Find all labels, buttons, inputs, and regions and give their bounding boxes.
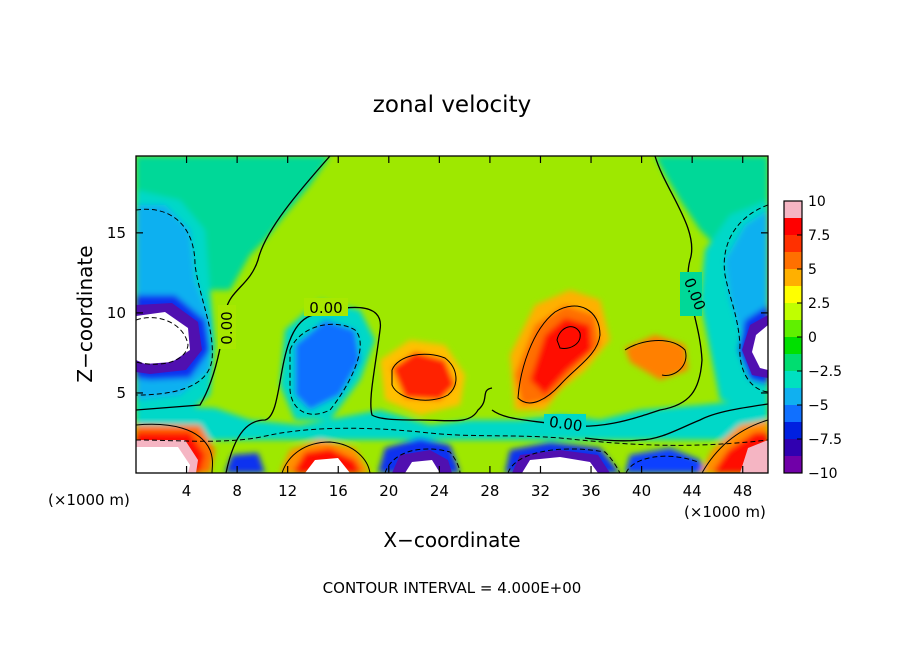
colorbar-swatch bbox=[784, 354, 802, 372]
colorbar: 10 7.5 5 2.5 0 −2.5 −5 −7.5 −10 bbox=[783, 194, 842, 482]
colorbar-swatch bbox=[784, 269, 802, 287]
contour-warm-right-core bbox=[556, 326, 581, 349]
chart-title: zonal velocity bbox=[373, 92, 531, 118]
field-warm-right-red bbox=[530, 318, 592, 395]
colorbar-swatch bbox=[784, 218, 802, 236]
y-tick-label: 15 bbox=[107, 224, 126, 242]
contour-label-bg-3 bbox=[544, 414, 586, 431]
x-tick-label: 24 bbox=[430, 482, 449, 500]
colorbar-swatch bbox=[784, 439, 802, 457]
field-right-blue bbox=[725, 210, 768, 340]
contour-bottom-mid bbox=[281, 441, 371, 473]
y-axis-ticks: 5 10 15 bbox=[107, 224, 768, 402]
velocity-field bbox=[136, 156, 768, 473]
y-tick-label: 5 bbox=[116, 384, 126, 402]
x-axis-label: X−coordinate bbox=[383, 528, 520, 552]
field-bottom-blue-3 bbox=[625, 448, 705, 473]
x-tick-label: 32 bbox=[531, 482, 550, 500]
contour-label-1: 0.00 bbox=[309, 299, 342, 317]
colorbar-tick-label: −5 bbox=[808, 398, 829, 414]
field-top-band bbox=[136, 156, 330, 290]
contour-neg-right bbox=[723, 204, 768, 393]
core-bottom-white-1 bbox=[405, 460, 440, 473]
x-tick-label: 40 bbox=[632, 482, 651, 500]
contour-zero-lower-right bbox=[584, 403, 768, 442]
contour-warm-small bbox=[624, 340, 687, 376]
contour-bottom-left bbox=[136, 423, 213, 473]
x-tick-label: 36 bbox=[581, 482, 600, 500]
contour-warm-right bbox=[517, 305, 601, 404]
x-tick-label: 4 bbox=[182, 482, 192, 500]
contour-zero-center bbox=[225, 306, 493, 473]
contour-interval-label: CONTOUR INTERVAL = 4.000E+00 bbox=[323, 579, 582, 597]
contour-label-bg-2 bbox=[218, 305, 236, 349]
colorbar-swatch bbox=[784, 303, 802, 321]
contour-label-3: 0.00 bbox=[548, 413, 584, 435]
contour-neg-lower bbox=[136, 427, 768, 446]
colorbar-tick-label: 2.5 bbox=[808, 296, 830, 312]
colorbar-tick-label: −7.5 bbox=[808, 432, 842, 448]
x-tick-label: 16 bbox=[329, 482, 348, 500]
colorbar-swatch bbox=[784, 456, 802, 474]
core-right-white bbox=[752, 325, 768, 370]
contour-label-bg-1 bbox=[304, 298, 348, 316]
y-tick-label: 10 bbox=[107, 304, 126, 322]
x-units-right: (×1000 m) bbox=[684, 503, 766, 521]
field-lower-cyan-band bbox=[136, 398, 768, 440]
negative-contours bbox=[136, 204, 768, 473]
colorbar-swatch bbox=[784, 201, 802, 219]
field-warm-small-right bbox=[625, 335, 688, 380]
contour-label-bg-4 bbox=[680, 272, 702, 316]
x-tick-label: 48 bbox=[733, 482, 752, 500]
core-left-white bbox=[136, 312, 190, 364]
colorbar-swatch bbox=[784, 320, 802, 338]
colorbar-swatch bbox=[784, 405, 802, 423]
contour-neg-bottom-3 bbox=[625, 455, 699, 473]
plot-frame bbox=[135, 155, 769, 474]
contour-warm-left bbox=[391, 353, 457, 401]
colorbar-tick-label: 0 bbox=[808, 330, 817, 346]
plot-area: 0.00 0.00 0.00 0.00 bbox=[136, 156, 768, 473]
field-middle-blue bbox=[295, 320, 360, 410]
x-tick-label: 44 bbox=[683, 482, 702, 500]
y-axis-label: Z−coordinate bbox=[73, 245, 97, 382]
colorbar-swatch bbox=[784, 337, 802, 355]
colorbar-swatch bbox=[784, 252, 802, 270]
colorbar-tick-label: 10 bbox=[808, 194, 826, 210]
contour-neg-left-core bbox=[136, 317, 189, 365]
colorbar-swatch bbox=[784, 422, 802, 440]
field-warm-left-red bbox=[392, 352, 455, 400]
x-axis-ticks: 4 8 12 16 20 24 28 32 36 40 44 48 bbox=[182, 156, 752, 500]
field-bottom-blue-4 bbox=[225, 453, 265, 473]
colorbar-tick-label: −2.5 bbox=[808, 364, 842, 380]
colorbar-tick-label: 7.5 bbox=[808, 228, 830, 244]
x-tick-label: 8 bbox=[232, 482, 242, 500]
x-units-left: (×1000 m) bbox=[48, 491, 130, 509]
core-bottom-right-pink bbox=[740, 440, 768, 473]
colorbar-swatch bbox=[784, 235, 802, 253]
positive-contours bbox=[136, 305, 768, 473]
x-tick-label: 12 bbox=[278, 482, 297, 500]
x-tick-label: 20 bbox=[379, 482, 398, 500]
x-tick-label: 28 bbox=[480, 482, 499, 500]
colorbar-tick-label: −10 bbox=[808, 466, 838, 482]
contour-neg-middle bbox=[289, 323, 361, 415]
core-bottom-left-white bbox=[136, 447, 190, 473]
colorbar-tick-label: 5 bbox=[808, 262, 817, 278]
contour-label-2: 0.00 bbox=[218, 311, 236, 344]
colorbar-swatch bbox=[784, 388, 802, 406]
colorbar-swatch bbox=[784, 371, 802, 389]
contour-bottom-right bbox=[701, 419, 768, 473]
contour-zero-left bbox=[136, 156, 331, 411]
contour-neg-bottom-1 bbox=[384, 448, 461, 473]
contour-neg-left bbox=[136, 208, 213, 396]
colorbar-swatch bbox=[784, 286, 802, 304]
contour-neg-bottom-2 bbox=[507, 448, 621, 473]
